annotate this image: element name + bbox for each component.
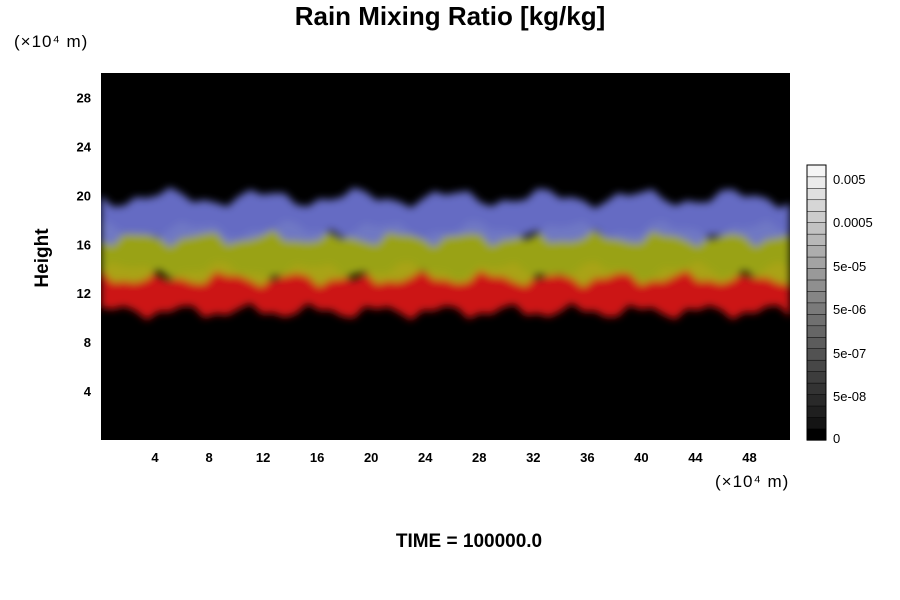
colorbar-swatch [806,382,827,395]
colorbar-swatch [806,313,827,327]
y-tick-label: 4 [84,384,92,399]
x-tick-label: 24 [418,450,433,465]
colorbar-swatch [806,371,827,384]
x-tick-label: 32 [526,450,540,465]
x-tick-label: 36 [580,450,594,465]
colorbar-labels: 0.005 0.0005 5e-05 5e-06 5e-07 5e-08 0 [833,172,873,446]
x-tick-label: 12 [256,450,270,465]
y-tick-label: 28 [77,90,91,105]
y-axis-unit: (×10⁴ m) [14,32,88,52]
colorbar-swatch [806,279,827,292]
x-tick-label: 4 [151,450,159,465]
y-tick-label: 12 [77,286,91,301]
y-tick-labels: 4 8 12 16 20 24 28 [77,90,92,399]
x-tick-label: 28 [472,450,486,465]
chart-title: Rain Mixing Ratio [kg/kg] [294,1,606,31]
colorbar-swatch [806,348,827,361]
colorbar [806,164,827,441]
y-tick-label: 16 [77,237,91,252]
x-tick-label: 16 [310,450,324,465]
field-layers [101,187,790,321]
x-tick-label: 48 [742,450,756,465]
x-tick-label: 44 [688,450,703,465]
colorbar-tick-label: 5e-07 [833,346,866,361]
colorbar-swatch [806,222,827,235]
colorbar-tick-label: 5e-08 [833,389,866,404]
colorbar-swatch [806,416,827,430]
layer-band [101,261,790,321]
x-tick-labels: 4 8 12 16 20 24 28 32 36 40 44 48 [151,450,756,465]
colorbar-swatch [806,302,827,315]
y-tick-label: 20 [77,188,91,203]
colorbar-swatch [806,233,827,246]
colorbar-swatch [806,199,827,212]
colorbar-swatch [806,187,827,201]
y-tick-label: 24 [77,139,92,154]
colorbar-swatch [806,244,827,258]
x-axis-unit: (×10⁴ m) [715,472,789,492]
x-tick-label: 20 [364,450,378,465]
x-tick-label: 40 [634,450,648,465]
colorbar-tick-label: 0.0005 [833,215,873,230]
colorbar-swatch [806,164,827,178]
colorbar-swatch [806,210,827,223]
y-axis-unit-text: (×10⁴ m) [14,32,89,51]
colorbar-swatch [806,428,827,441]
x-axis-unit-text: (×10⁴ m) [715,472,790,491]
colorbar-frame [806,164,827,441]
colorbar-tick-label: 0 [833,431,840,446]
colorbar-swatch [806,359,827,372]
colorbar-tick-label: 5e-06 [833,302,866,317]
layer-band [101,187,790,248]
time-label: TIME = 100000.0 [395,531,543,552]
colorbar-swatch [806,405,827,418]
colorbar-tick-label: 5e-05 [833,259,866,274]
colorbar-swatch [806,393,827,407]
colorbar-swatch [806,325,827,338]
colorbar-swatch [806,336,827,349]
y-tick-label: 8 [84,335,91,350]
colorbar-tick-label: 0.005 [833,172,866,187]
colorbar-swatch [806,256,827,269]
x-tick-label: 8 [205,450,212,465]
colorbar-swatch [806,290,827,304]
colorbar-swatch [806,267,827,281]
colorbar-swatch [806,176,827,189]
